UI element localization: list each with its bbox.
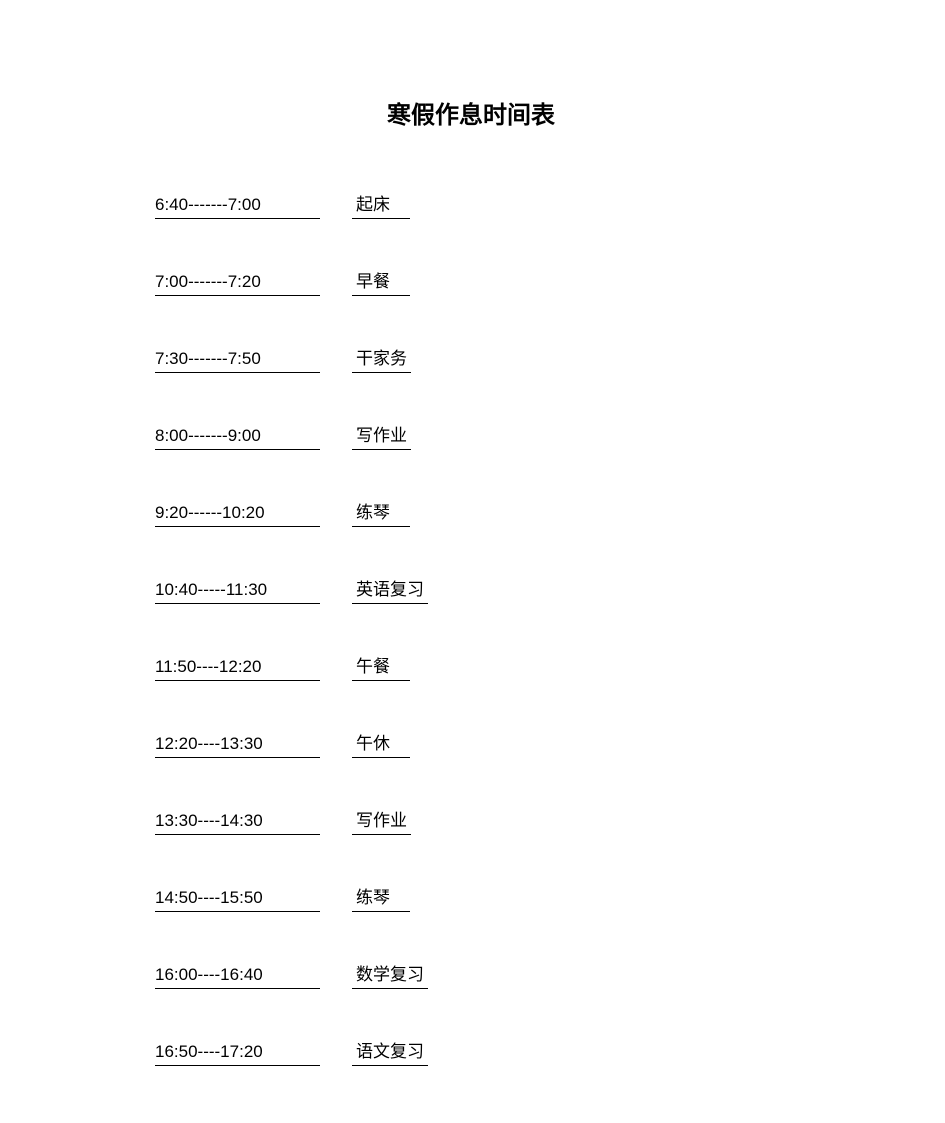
time-cell: 12:20----13:30 [155, 734, 320, 758]
activity-cell: 练琴 [352, 498, 410, 527]
time-cell: 7:00-------7:20 [155, 272, 320, 296]
schedule-row: 7:30-------7:50 干家务 [155, 344, 945, 373]
activity-cell: 起床 [352, 190, 410, 219]
activity-cell: 英语复习 [352, 575, 428, 604]
schedule-list: 6:40-------7:00 起床 7:00-------7:20 早餐 7:30--… [155, 190, 945, 1066]
time-cell: 8:00-------9:00 [155, 426, 320, 450]
schedule-row: 10:40-----11:30 英语复习 [155, 575, 945, 604]
page-title: 寒假作息时间表 [387, 95, 945, 130]
schedule-row: 12:20----13:30 午休 [155, 729, 945, 758]
schedule-row: 8:00-------9:00 写作业 [155, 421, 945, 450]
page-container: 寒假作息时间表 6:40-------7:00 起床 7:00-------7:20… [0, 0, 945, 1066]
time-cell: 13:30----14:30 [155, 811, 320, 835]
schedule-row: 16:50----17:20 语文复习 [155, 1037, 945, 1066]
time-cell: 11:50----12:20 [155, 657, 320, 681]
schedule-row: 7:00-------7:20 早餐 [155, 267, 945, 296]
activity-cell: 午休 [352, 729, 410, 758]
activity-cell: 数学复习 [352, 960, 428, 989]
schedule-row: 9:20------10:20 练琴 [155, 498, 945, 527]
activity-cell: 写作业 [352, 421, 411, 450]
schedule-row: 16:00----16:40 数学复习 [155, 960, 945, 989]
activity-cell: 干家务 [352, 344, 411, 373]
schedule-row: 6:40-------7:00 起床 [155, 190, 945, 219]
activity-cell: 早餐 [352, 267, 410, 296]
activity-cell: 语文复习 [352, 1037, 428, 1066]
activity-cell: 练琴 [352, 883, 410, 912]
time-cell: 16:50----17:20 [155, 1042, 320, 1066]
time-cell: 9:20------10:20 [155, 503, 320, 527]
time-cell: 14:50----15:50 [155, 888, 320, 912]
time-cell: 10:40-----11:30 [155, 580, 320, 604]
time-cell: 16:00----16:40 [155, 965, 320, 989]
schedule-row: 14:50----15:50 练琴 [155, 883, 945, 912]
time-cell: 6:40-------7:00 [155, 195, 320, 219]
schedule-row: 13:30----14:30 写作业 [155, 806, 945, 835]
activity-cell: 午餐 [352, 652, 410, 681]
activity-cell: 写作业 [352, 806, 411, 835]
time-cell: 7:30-------7:50 [155, 349, 320, 373]
schedule-row: 11:50----12:20 午餐 [155, 652, 945, 681]
